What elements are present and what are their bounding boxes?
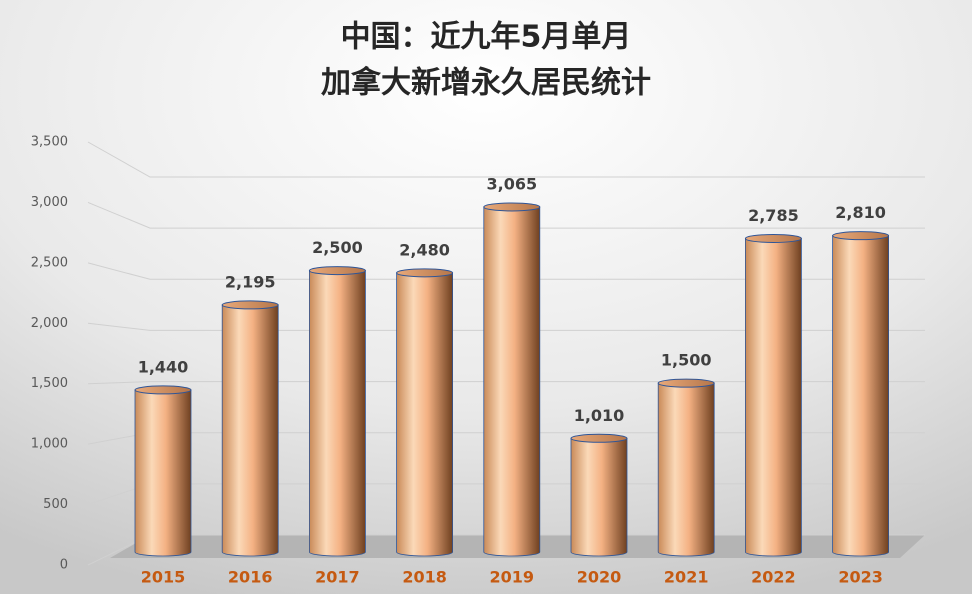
- bar-top: [134, 385, 192, 395]
- bar: [745, 238, 802, 557]
- x-tick-label: 2016: [228, 568, 273, 587]
- x-tick-label: 2017: [315, 568, 360, 587]
- grid-line: [87, 322, 925, 331]
- bar: [483, 206, 541, 557]
- y-tick-label: 3,500: [31, 135, 68, 150]
- value-label: 2,785: [748, 206, 799, 225]
- bar: [309, 270, 366, 557]
- value-label: 2,810: [835, 203, 886, 222]
- bar: [396, 272, 453, 557]
- value-label: 2,195: [225, 272, 276, 291]
- value-label: 2,500: [312, 238, 363, 257]
- bar-top: [221, 300, 279, 310]
- bar-top: [396, 268, 454, 278]
- y-tick-label: 500: [43, 497, 68, 512]
- grid-line: [87, 201, 925, 229]
- chart-title: 中国：近九年5月单月: [341, 20, 632, 55]
- y-tick-label: 2,500: [31, 255, 68, 270]
- y-tick-label: 2,000: [31, 316, 68, 331]
- bar-top: [570, 433, 628, 443]
- value-label: 2,480: [399, 240, 450, 259]
- x-tick-label: 2018: [402, 568, 447, 587]
- bar: [570, 437, 628, 557]
- y-tick-label: 1,500: [31, 376, 68, 391]
- bar-top: [657, 378, 715, 388]
- grid-line: [87, 141, 925, 178]
- value-label: 3,065: [486, 174, 537, 193]
- bar: [134, 389, 192, 557]
- value-label: 1,010: [574, 406, 625, 425]
- chart-title: 加拿大新增永久居民统计: [321, 66, 651, 101]
- value-label: 1,500: [661, 351, 712, 370]
- bar-top: [308, 266, 366, 276]
- bar-top: [744, 233, 802, 243]
- bar: [657, 382, 715, 557]
- x-tick-label: 2023: [838, 568, 883, 587]
- x-tick-label: 2022: [751, 568, 796, 587]
- bar-top: [483, 202, 541, 212]
- x-tick-label: 2019: [490, 568, 535, 587]
- bar: [221, 304, 279, 557]
- bar-top: [832, 231, 890, 241]
- y-tick-label: 1,000: [31, 437, 68, 452]
- y-tick-label: 0: [60, 558, 68, 573]
- grid-line: [87, 262, 925, 280]
- bar: [832, 235, 889, 557]
- x-tick-label: 2015: [141, 568, 186, 587]
- x-tick-label: 2020: [577, 568, 622, 587]
- y-tick-label: 3,000: [31, 195, 68, 210]
- value-label: 1,440: [138, 357, 189, 376]
- x-tick-label: 2021: [664, 568, 709, 587]
